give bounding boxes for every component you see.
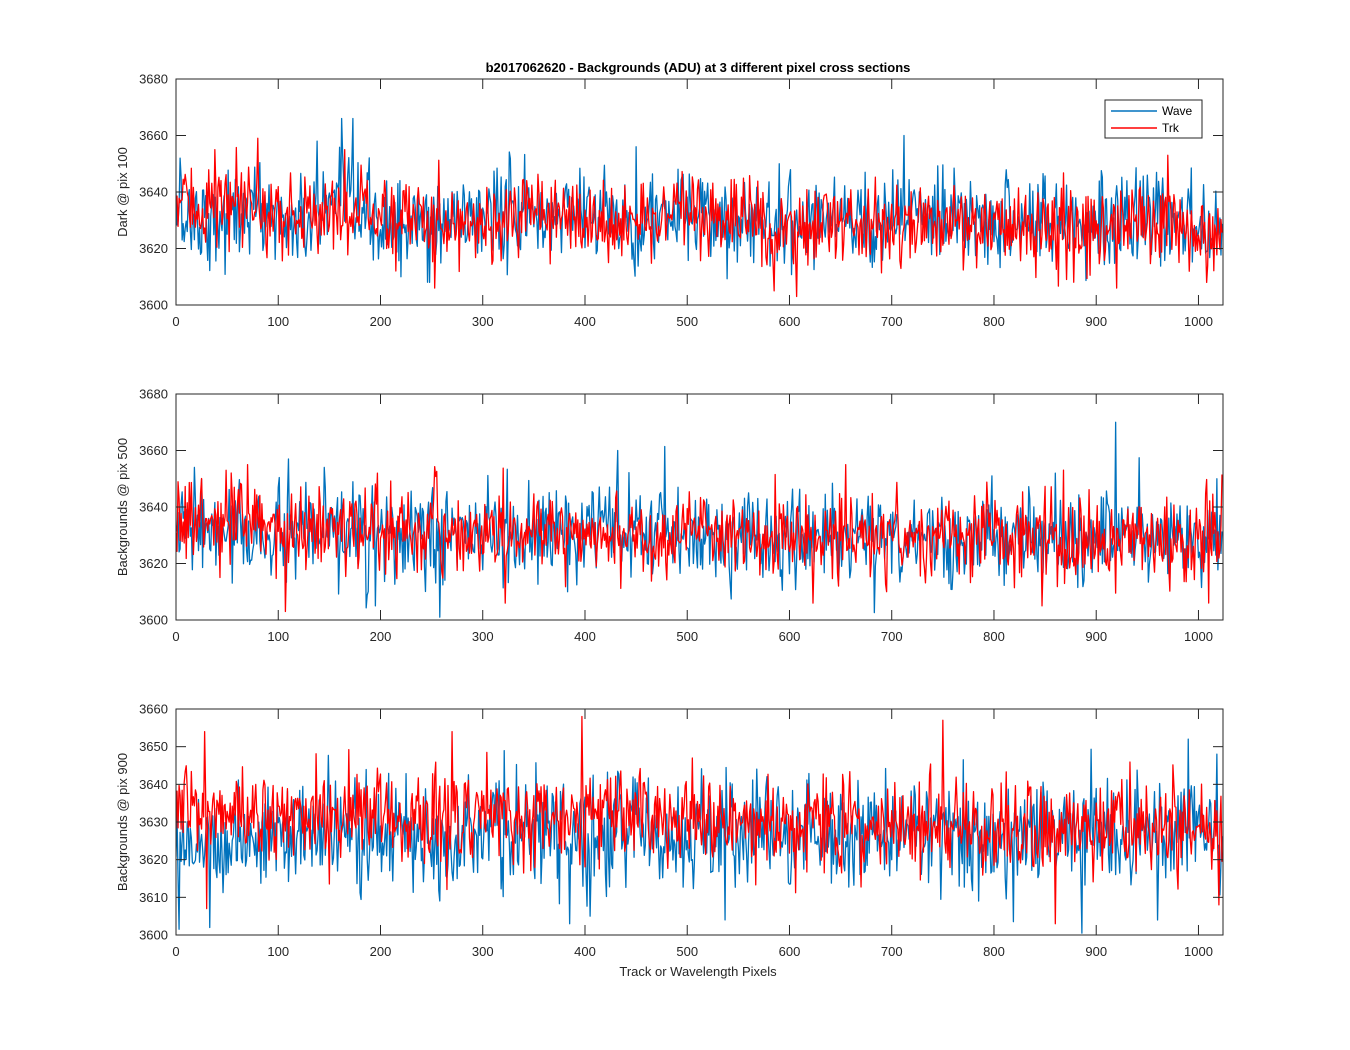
x-tick-label: 400 <box>574 944 596 959</box>
y-tick-label: 3600 <box>139 928 168 943</box>
legend-box <box>1104 99 1203 139</box>
x-tick-label: 900 <box>1085 314 1107 329</box>
y-tick-label: 3630 <box>139 815 168 830</box>
y-tick-label: 3620 <box>139 852 168 867</box>
x-tick-label: 300 <box>472 314 494 329</box>
x-tick-label: 1000 <box>1184 314 1213 329</box>
x-tick-label: 500 <box>676 314 698 329</box>
subplots: 0 100 200 300 400 500 600 700 800 900 100036003620… <box>115 72 1224 959</box>
x-tick-label: 900 <box>1085 944 1107 959</box>
y-tick-label: 3640 <box>139 777 168 792</box>
y-tick-label: 3660 <box>139 443 168 458</box>
x-tick-label: 400 <box>574 314 596 329</box>
x-tick-label: 900 <box>1085 629 1107 644</box>
x-tick-label: 700 <box>881 944 903 959</box>
y-axis-label: Backgrounds @ pix 500 <box>115 438 130 576</box>
x-tick-label: 200 <box>370 629 392 644</box>
x-tick-label: 1000 <box>1184 944 1213 959</box>
x-tick-label: 0 <box>172 629 179 644</box>
subplot-1: 0 100 200 300 400 500 600 700 800 900 1000 3600 3620… <box>115 72 1224 329</box>
x-tick-label: 100 <box>267 944 289 959</box>
x-tick-label: 300 <box>472 944 494 959</box>
x-tick-label: 600 <box>779 629 801 644</box>
series-line-wave <box>176 738 1223 934</box>
y-axis-label: Backgrounds @ pix 900 <box>115 753 130 891</box>
x-tick-label: 0 <box>172 314 179 329</box>
x-tick-label: 0 <box>172 944 179 959</box>
x-tick-label: 600 <box>779 314 801 329</box>
x-tick-label: 300 <box>472 629 494 644</box>
x-tick-label: 800 <box>983 944 1005 959</box>
x-tick-label: 500 <box>676 944 698 959</box>
y-tick-label: 3640 <box>139 185 168 200</box>
series-line-trk <box>176 137 1223 298</box>
legend-label-trk: Trk <box>1162 121 1180 135</box>
series-line-wave <box>176 117 1223 284</box>
y-tick-label: 3660 <box>139 128 168 143</box>
x-tick-label: 400 <box>574 629 596 644</box>
series-line-trk <box>176 463 1223 613</box>
x-tick-label: 600 <box>779 944 801 959</box>
y-tick-label: 3600 <box>139 613 168 628</box>
y-tick-label: 3620 <box>139 556 168 571</box>
y-tick-label: 3680 <box>139 72 168 87</box>
x-tick-label: 700 <box>881 629 903 644</box>
y-tick-label: 3660 <box>139 702 168 717</box>
x-tick-label: 1000 <box>1184 629 1213 644</box>
x-tick-label: 500 <box>676 629 698 644</box>
x-tick-label: 800 <box>983 629 1005 644</box>
y-axis-label: Dark @ pix 100 <box>115 147 130 237</box>
chart-title: b2017062620 - Backgrounds (ADU) at 3 dif… <box>486 60 911 75</box>
plot-area <box>176 394 1223 620</box>
y-tick-label: 3680 <box>139 387 168 402</box>
x-tick-label: 800 <box>983 314 1005 329</box>
y-tick-label: 3650 <box>139 739 168 754</box>
x-tick-label: 200 <box>370 944 392 959</box>
y-tick-label: 3640 <box>139 500 168 515</box>
x-tick-label: 100 <box>267 314 289 329</box>
subplot-3: 0 100 200 300 400 500 600 700 800 900 1000 3600 3610… <box>115 702 1224 959</box>
x-tick-label: 700 <box>881 314 903 329</box>
legend: Wave Trk <box>1104 99 1203 139</box>
legend-label-wave: Wave <box>1162 104 1193 118</box>
x-axis-label: Track or Wavelength Pixels <box>619 964 777 979</box>
x-tick-label: 100 <box>267 629 289 644</box>
y-tick-label: 3600 <box>139 298 168 313</box>
subplot-2: 0 100 200 300 400 500 600 700 800 900 1000 3600 3620… <box>115 387 1224 644</box>
series-line-trk <box>176 715 1223 925</box>
y-tick-label: 3610 <box>139 890 168 905</box>
series-line-wave <box>176 421 1223 618</box>
x-tick-label: 200 <box>370 314 392 329</box>
y-tick-label: 3620 <box>139 241 168 256</box>
